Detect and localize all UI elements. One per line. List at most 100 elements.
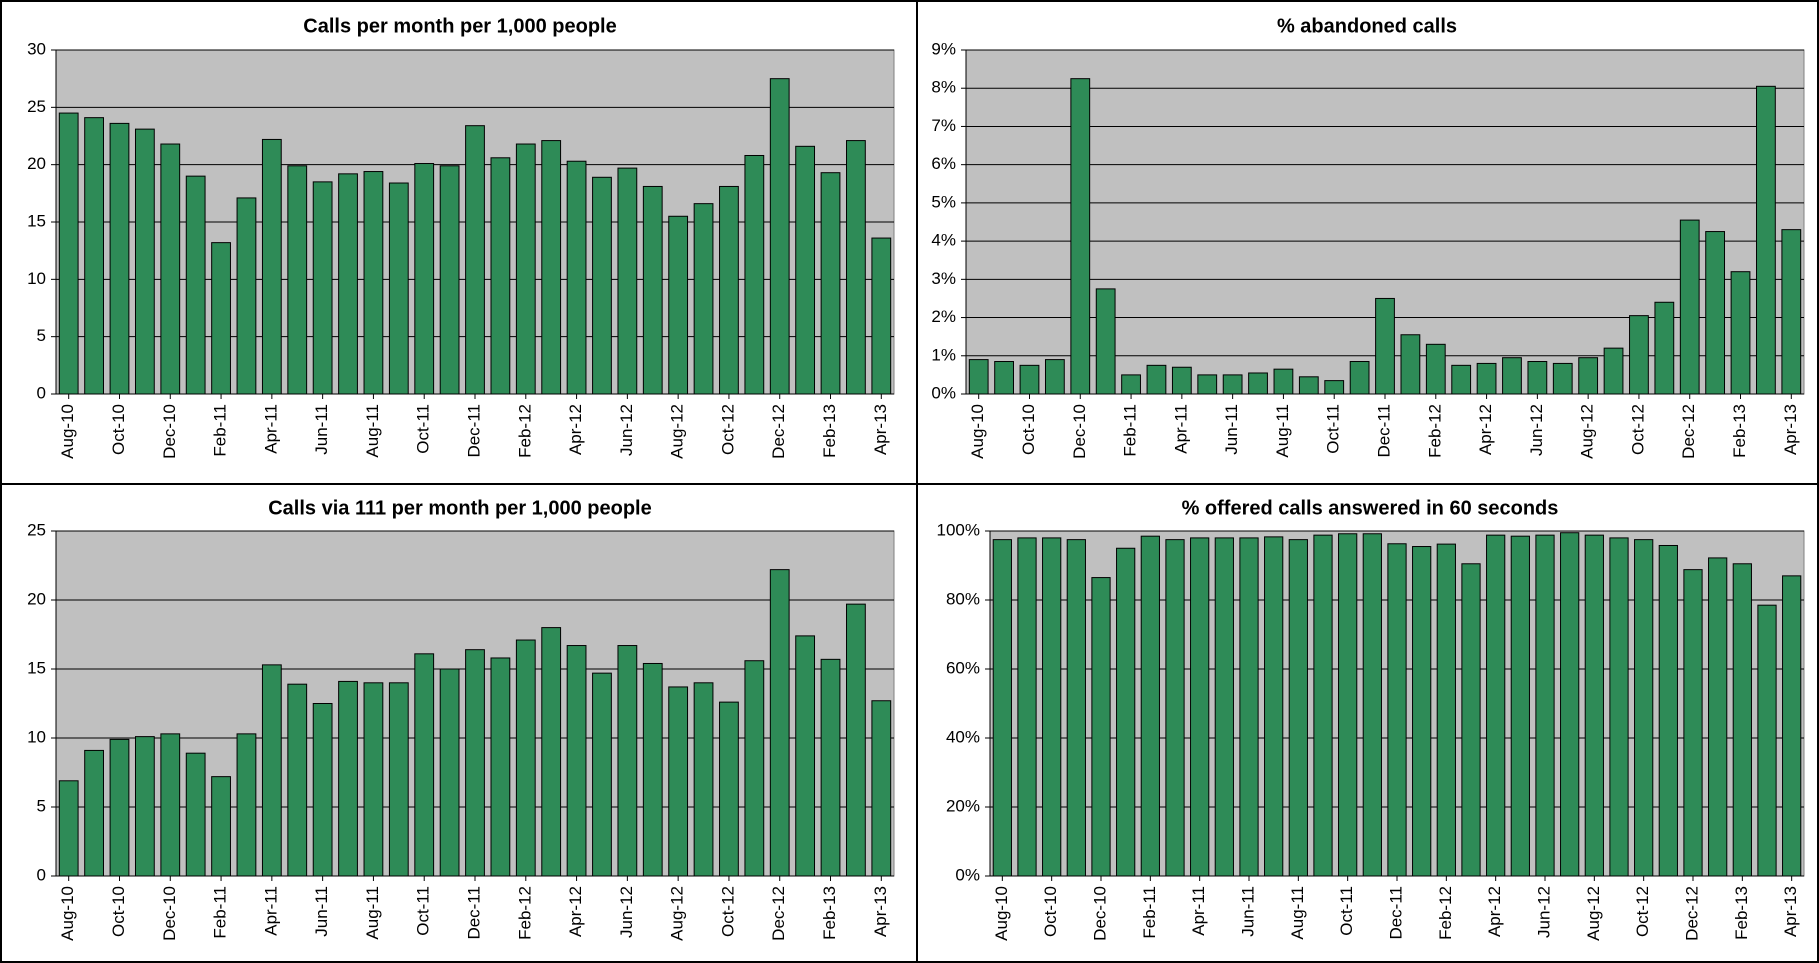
chart-title: % abandoned calls bbox=[1277, 15, 1457, 37]
y-tick-label: 10 bbox=[27, 727, 46, 746]
bar bbox=[769, 78, 790, 395]
bar bbox=[1066, 539, 1086, 877]
bar bbox=[846, 603, 866, 877]
x-tick-label: Aug-10 bbox=[58, 404, 77, 459]
bar bbox=[592, 176, 612, 395]
x-tick-label: Jun-12 bbox=[1534, 886, 1553, 938]
x-tick-label: Dec-10 bbox=[160, 886, 179, 941]
bar bbox=[1070, 78, 1091, 395]
x-tick-label: Oct-11 bbox=[414, 886, 433, 936]
bar bbox=[160, 143, 181, 395]
chart-title: Calls per month per 1,000 people bbox=[303, 15, 616, 37]
x-tick-label: Oct-12 bbox=[718, 404, 737, 455]
bar bbox=[1197, 374, 1218, 395]
y-tick-label: 20 bbox=[27, 589, 46, 608]
bar bbox=[617, 167, 638, 395]
bar bbox=[693, 682, 714, 877]
x-tick-label: Jun-11 bbox=[312, 404, 331, 455]
bar bbox=[515, 143, 536, 395]
bar bbox=[1705, 231, 1726, 395]
bar bbox=[744, 154, 765, 395]
x-tick-label: Oct-10 bbox=[109, 404, 128, 455]
bar bbox=[1165, 539, 1185, 877]
bar bbox=[414, 163, 435, 395]
bar bbox=[465, 125, 485, 395]
x-tick-label: Dec-11 bbox=[464, 404, 483, 458]
bar bbox=[1578, 357, 1599, 395]
bar bbox=[1679, 219, 1700, 395]
bar bbox=[1091, 577, 1111, 877]
x-tick-label: Apr-11 bbox=[261, 886, 280, 936]
bar bbox=[185, 752, 206, 877]
bar bbox=[338, 680, 358, 877]
bar bbox=[388, 182, 409, 395]
bar bbox=[261, 138, 282, 395]
bar bbox=[1425, 343, 1446, 395]
x-tick-label: Dec-10 bbox=[1090, 886, 1109, 941]
x-tick-label: Dec-10 bbox=[160, 404, 179, 459]
bar bbox=[566, 160, 587, 395]
bar bbox=[744, 660, 765, 877]
x-tick-label: Apr-13 bbox=[871, 404, 890, 455]
bar bbox=[642, 185, 663, 395]
x-tick-label: Oct-11 bbox=[414, 404, 433, 454]
x-tick-label: Oct-11 bbox=[1337, 886, 1356, 936]
bar bbox=[1634, 539, 1654, 877]
bar bbox=[769, 569, 790, 877]
bar bbox=[1190, 537, 1210, 877]
bar bbox=[490, 157, 511, 395]
bar bbox=[287, 683, 308, 877]
bar bbox=[1298, 376, 1319, 395]
y-tick-label: 15 bbox=[27, 658, 46, 677]
bar bbox=[84, 749, 104, 877]
y-tick-label: 6% bbox=[931, 154, 956, 173]
bar bbox=[1708, 557, 1728, 877]
bar bbox=[1781, 229, 1802, 395]
bar bbox=[1552, 362, 1573, 395]
bar bbox=[109, 122, 130, 395]
x-tick-label: Aug-12 bbox=[668, 404, 687, 459]
bar bbox=[1732, 563, 1752, 877]
x-tick-label: Aug-10 bbox=[968, 404, 987, 459]
x-tick-label: Feb-11 bbox=[211, 886, 230, 939]
y-tick-label: 3% bbox=[931, 269, 956, 288]
x-tick-label: Apr-13 bbox=[1781, 404, 1800, 455]
bar bbox=[668, 215, 689, 395]
bar bbox=[1273, 368, 1294, 395]
bar bbox=[312, 181, 333, 395]
bar bbox=[185, 175, 206, 395]
y-tick-label: 15 bbox=[27, 211, 46, 230]
bar bbox=[1019, 364, 1040, 395]
bar bbox=[134, 128, 155, 395]
bar bbox=[1214, 537, 1234, 877]
bar bbox=[1609, 537, 1629, 877]
chart-title: Calls via 111 per month per 1,000 people bbox=[268, 497, 652, 519]
bar bbox=[515, 639, 536, 877]
bar bbox=[1239, 537, 1259, 877]
x-tick-label: Feb-13 bbox=[1730, 404, 1749, 458]
bar bbox=[58, 112, 79, 395]
x-tick-label: Apr-11 bbox=[1189, 886, 1208, 936]
x-tick-label: Aug-11 bbox=[1288, 886, 1307, 940]
x-tick-label: Feb-12 bbox=[1436, 886, 1455, 940]
x-tick-label: Aug-11 bbox=[363, 404, 382, 458]
y-tick-label: 0% bbox=[931, 383, 956, 402]
y-tick-label: 40% bbox=[946, 727, 980, 746]
x-tick-label: Dec-11 bbox=[464, 886, 483, 940]
y-tick-label: 60% bbox=[946, 658, 980, 677]
x-tick-label: Apr-12 bbox=[566, 886, 585, 937]
bar bbox=[1730, 271, 1751, 395]
x-tick-label: Aug-11 bbox=[363, 886, 382, 940]
bar bbox=[338, 173, 358, 395]
x-tick-label: Aug-10 bbox=[992, 886, 1011, 941]
x-tick-label: Aug-10 bbox=[58, 886, 77, 941]
y-tick-label: 20% bbox=[946, 796, 980, 815]
bar bbox=[642, 662, 663, 877]
x-tick-label: Feb-12 bbox=[515, 404, 534, 458]
bar bbox=[490, 657, 511, 877]
bar bbox=[871, 700, 892, 877]
bar bbox=[1412, 546, 1432, 877]
bar bbox=[820, 172, 841, 395]
bar bbox=[1338, 533, 1358, 877]
x-tick-label: Oct-10 bbox=[109, 886, 128, 937]
